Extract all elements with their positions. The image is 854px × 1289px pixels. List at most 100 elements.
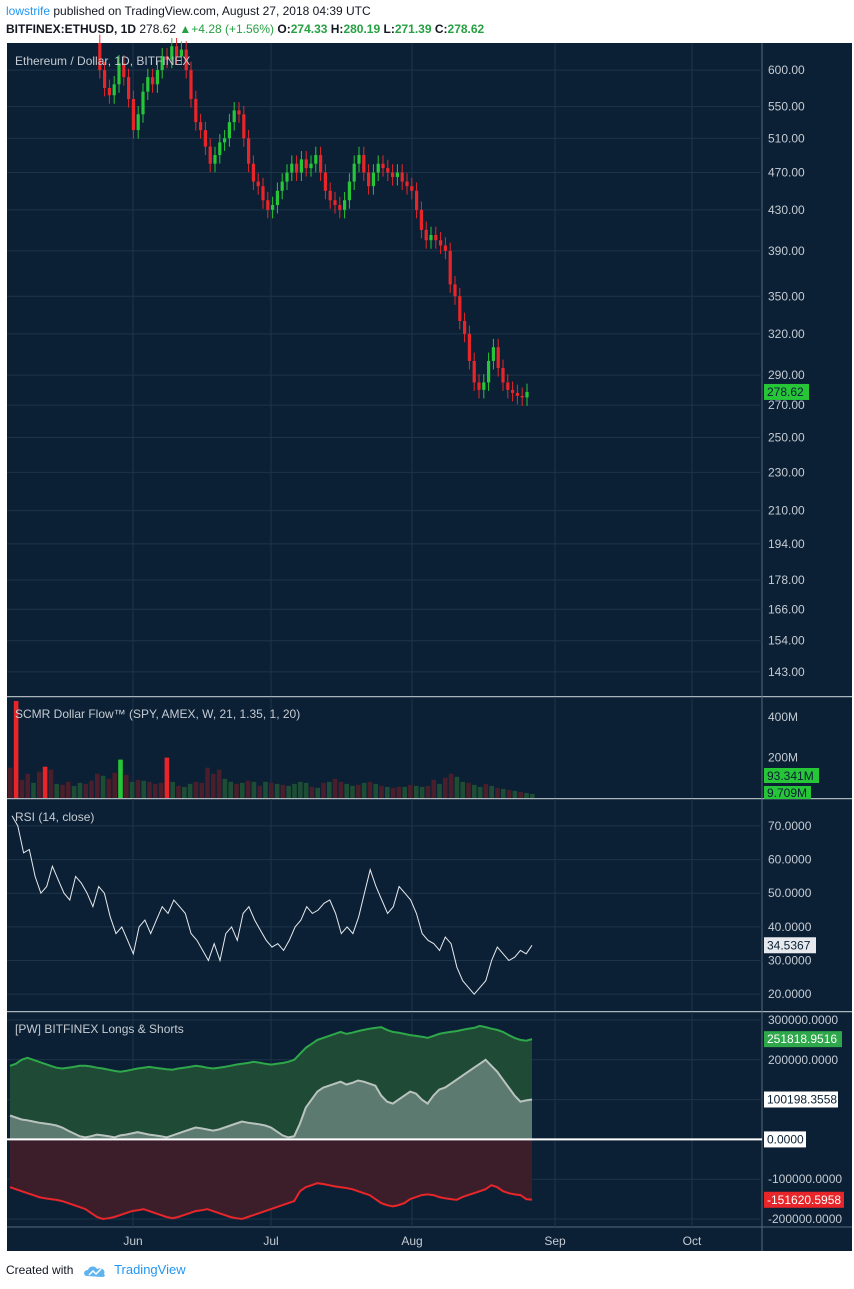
volume-value-label: 93.341M bbox=[767, 769, 814, 783]
candle-body bbox=[338, 205, 342, 210]
volume-bar bbox=[60, 784, 65, 798]
volume-bar bbox=[240, 782, 245, 798]
rsi-tick-label: 50.0000 bbox=[768, 886, 812, 900]
volume-bar bbox=[506, 789, 512, 798]
publish-info: published on TradingView.com, August 27,… bbox=[53, 4, 371, 18]
price-tick-label: 510.00 bbox=[768, 131, 805, 145]
price-tick-label: 320.00 bbox=[768, 327, 805, 341]
candle-body bbox=[386, 168, 390, 173]
volume-bar bbox=[477, 786, 483, 798]
ls-tick-label: 200000.0000 bbox=[768, 1053, 838, 1067]
volume-bar bbox=[8, 767, 13, 798]
main-pane-title: Ethereum / Dollar, 1D, BITFINEX bbox=[15, 54, 190, 68]
symbol-label: BITFINEX:ETHUSD, 1D bbox=[6, 22, 137, 36]
pane-background bbox=[7, 43, 762, 696]
price-tick-label: 194.00 bbox=[768, 537, 805, 551]
ls-value-label: 251818.9516 bbox=[767, 1032, 837, 1046]
candle-body bbox=[194, 99, 198, 123]
ls-value-marker bbox=[764, 1191, 844, 1208]
rsi-tick-label: 60.0000 bbox=[768, 853, 812, 867]
price-tick-label: 210.00 bbox=[768, 504, 805, 518]
middle-area bbox=[10, 1059, 532, 1140]
volume-bar bbox=[419, 786, 425, 798]
candle-body bbox=[155, 70, 159, 85]
candle-body bbox=[131, 99, 135, 131]
volume-tick-label: 400M bbox=[768, 710, 798, 724]
candle-body bbox=[362, 155, 366, 173]
volume-marker-2 bbox=[764, 786, 811, 799]
volume-bar bbox=[158, 782, 164, 798]
volume-bar bbox=[518, 791, 523, 798]
price-tick-label: 550.00 bbox=[768, 100, 805, 114]
candle-body bbox=[208, 146, 212, 164]
volume-bar bbox=[367, 781, 373, 798]
volume-bar bbox=[257, 785, 262, 798]
volume-bar bbox=[13, 701, 19, 798]
volume-bar bbox=[54, 783, 59, 798]
candle-body bbox=[117, 63, 121, 85]
candle-body bbox=[251, 163, 255, 182]
rsi-last-label: 34.5367 bbox=[767, 938, 811, 952]
volume-bar bbox=[89, 780, 94, 798]
open-value: 274.33 bbox=[290, 22, 328, 36]
volume-bar bbox=[95, 773, 100, 798]
candle-body bbox=[189, 70, 193, 100]
volume-bar bbox=[135, 779, 141, 798]
volume-bar bbox=[199, 782, 204, 798]
candle-body bbox=[151, 77, 155, 85]
candle-body bbox=[477, 382, 481, 390]
volume-bar bbox=[390, 787, 396, 798]
candle-body bbox=[304, 159, 308, 169]
volume-bar bbox=[31, 782, 36, 798]
volume-bar bbox=[187, 783, 193, 798]
volume-bar bbox=[414, 785, 419, 798]
volume-bar bbox=[402, 786, 407, 798]
price-change: +4.28 (+1.56%) bbox=[191, 22, 275, 36]
price-tick-label: 600.00 bbox=[768, 63, 805, 77]
ls-value-label: -151620.5958 bbox=[767, 1193, 841, 1207]
volume-bar bbox=[216, 769, 222, 798]
candle-body bbox=[175, 46, 179, 57]
volume-bar bbox=[48, 769, 54, 798]
tradingview-link[interactable]: TradingView bbox=[114, 1262, 186, 1277]
volume-tick-label: 200M bbox=[768, 751, 798, 765]
close-value: 278.62 bbox=[447, 22, 485, 36]
candle-body bbox=[136, 114, 140, 131]
price-tick-label: 390.00 bbox=[768, 244, 805, 258]
candle-body bbox=[453, 284, 457, 297]
candle-body bbox=[482, 382, 486, 390]
candle-body bbox=[511, 389, 515, 393]
candle-body bbox=[410, 186, 414, 191]
volume-bar bbox=[524, 792, 529, 798]
volume-bar bbox=[66, 781, 71, 798]
volume-bar bbox=[182, 786, 187, 798]
candle-body bbox=[367, 172, 371, 187]
candle-body bbox=[525, 391, 529, 398]
candle-body bbox=[103, 70, 107, 88]
candle-body bbox=[496, 347, 500, 368]
volume-bar bbox=[350, 785, 355, 798]
candle-body bbox=[275, 190, 279, 206]
low-label: L: bbox=[383, 22, 395, 36]
volume-bar bbox=[286, 785, 291, 798]
volume-bar bbox=[19, 779, 25, 798]
ls-value-label: 100198.3558 bbox=[767, 1093, 837, 1107]
candle-body bbox=[415, 190, 419, 210]
candle-body bbox=[391, 172, 395, 178]
volume-bar bbox=[454, 776, 460, 798]
candle-body bbox=[328, 190, 332, 201]
candle-body bbox=[203, 130, 207, 147]
rsi-tick-label: 30.0000 bbox=[768, 954, 812, 968]
candle-body bbox=[319, 155, 323, 173]
volume-bar bbox=[205, 767, 210, 798]
volume-bar bbox=[425, 785, 431, 798]
author-link[interactable]: lowstrife bbox=[6, 4, 51, 18]
volume-pane-title: SCMR Dollar Flow™ (SPY, AMEX, W, 21, 1.3… bbox=[15, 707, 300, 721]
candle-body bbox=[271, 205, 275, 210]
volume-bar bbox=[396, 786, 402, 798]
volume-bar bbox=[495, 787, 500, 798]
close-label: C: bbox=[434, 22, 448, 36]
candle-body bbox=[443, 245, 447, 251]
candle-body bbox=[501, 367, 505, 383]
